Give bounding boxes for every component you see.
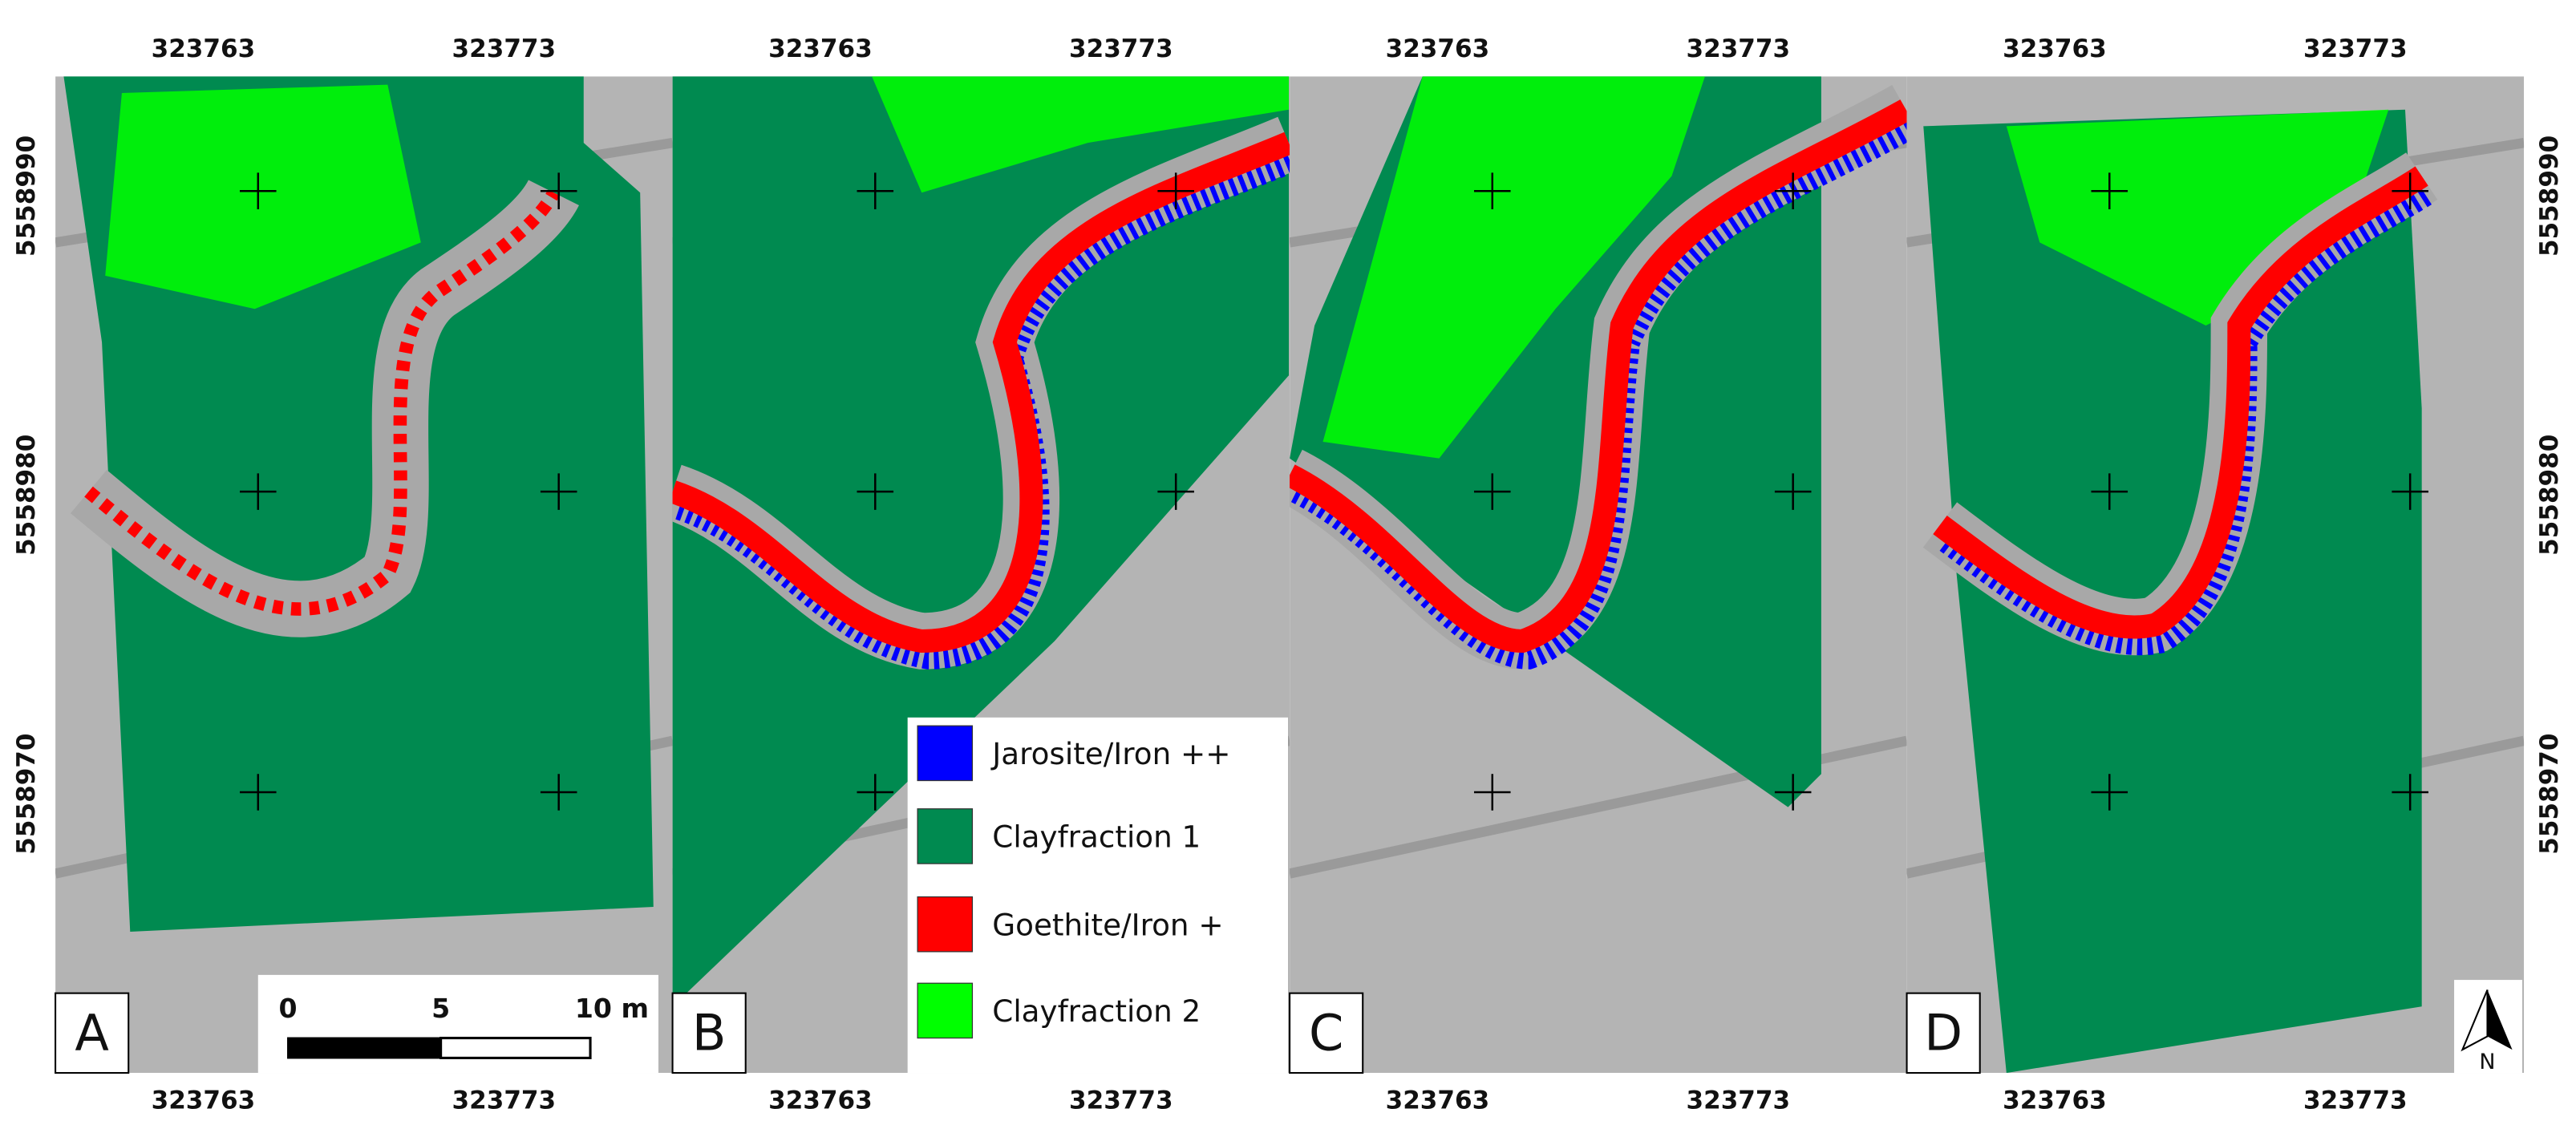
legend-swatch — [917, 725, 974, 782]
grid-cross — [239, 774, 277, 811]
clay-2-area — [872, 76, 1290, 193]
easting-label: 323773 — [2303, 34, 2408, 63]
grid-cross — [239, 473, 277, 510]
grid-cross — [2392, 172, 2428, 209]
easting-label: 323773 — [452, 1086, 557, 1115]
easting-label: 323763 — [1386, 1086, 1490, 1115]
northing-label: 5558980 — [12, 435, 41, 556]
grid-cross — [239, 172, 277, 209]
panel-letter-box — [1906, 992, 1981, 1074]
goethite-zone — [84, 189, 560, 616]
grid-cross — [857, 172, 894, 209]
legend-swatch — [917, 982, 974, 1039]
easting-label: 323773 — [1687, 34, 1791, 63]
grid-cross — [1473, 172, 1511, 209]
grid-cross — [1157, 172, 1194, 209]
grid-cross — [540, 774, 577, 811]
map-panel — [672, 76, 1290, 1074]
easting-label: 323763 — [2003, 34, 2107, 63]
grid-cross — [540, 473, 577, 510]
panel-letter-box — [1289, 992, 1364, 1074]
northing-label: 5558990 — [12, 136, 41, 257]
grid-cross — [857, 473, 894, 510]
scale-label: 5 — [431, 993, 450, 1024]
easting-label: 323763 — [152, 34, 256, 63]
panel-letter: D — [1924, 1004, 1962, 1062]
clay-2-area — [105, 84, 421, 310]
scale-label: 10 m — [575, 993, 649, 1024]
scale-label: 0 — [279, 993, 298, 1024]
easting-label: 323763 — [152, 1086, 256, 1115]
grid-cross — [1774, 473, 1812, 510]
grid-cross — [2392, 473, 2428, 510]
north-label: N — [2479, 1050, 2495, 1074]
map-panel — [55, 76, 673, 1074]
grid-cross — [2392, 774, 2428, 811]
easting-label: 323773 — [1687, 1086, 1791, 1115]
easting-label: 323773 — [1069, 34, 1173, 63]
clay-1-area — [672, 76, 1290, 1007]
panel-letter: A — [75, 1004, 109, 1062]
goethite-zone — [1290, 99, 1907, 653]
northing-label: 5558970 — [12, 733, 41, 854]
northing-label: 5558990 — [2535, 136, 2564, 257]
legend-label: Goethite/Iron + — [992, 907, 1223, 942]
northing-label: 5558970 — [2535, 733, 2564, 854]
panel-letter: B — [692, 1004, 727, 1062]
clay-2-area — [1322, 76, 1705, 459]
grid-cross — [1157, 473, 1194, 510]
easting-label: 323773 — [452, 34, 557, 63]
easting-label: 323773 — [1069, 1086, 1173, 1115]
grid-cross — [1473, 473, 1511, 510]
grid-cross — [1774, 774, 1812, 811]
grid-cross — [540, 172, 577, 209]
grid-cross — [1473, 774, 1511, 811]
north-arrow-right — [2487, 989, 2513, 1050]
legend-label: Jarosite/Iron ++ — [990, 736, 1230, 771]
easting-label: 323763 — [768, 34, 873, 63]
map-panel — [1906, 76, 2525, 1074]
goethite-zone — [672, 131, 1290, 653]
scale-bar-black — [287, 1037, 442, 1059]
grid-cross — [2091, 172, 2128, 209]
legend-label: Clayfraction 1 — [992, 819, 1201, 855]
grid-cross — [857, 774, 894, 811]
legend-swatch — [917, 896, 974, 953]
goethite-zone — [1933, 166, 2428, 639]
panel-letter-box — [55, 992, 130, 1074]
easting-label: 323763 — [768, 1086, 873, 1115]
scale-bar-white — [439, 1037, 592, 1059]
easting-label: 323763 — [2003, 1086, 2107, 1115]
northing-label: 5558980 — [2535, 435, 2564, 556]
easting-label: 323773 — [2303, 1086, 2408, 1115]
panel-letter-box — [671, 992, 747, 1074]
panel-letter: C — [1309, 1004, 1343, 1062]
legend-swatch — [917, 808, 974, 864]
legend-label: Clayfraction 2 — [992, 993, 1201, 1029]
easting-label: 323763 — [1386, 34, 1490, 63]
grid-cross — [2091, 774, 2128, 811]
grid-cross — [1774, 172, 1812, 209]
jarosite-zone — [1939, 183, 2436, 656]
grid-cross — [2091, 473, 2128, 510]
map-panel — [1290, 76, 1907, 1074]
